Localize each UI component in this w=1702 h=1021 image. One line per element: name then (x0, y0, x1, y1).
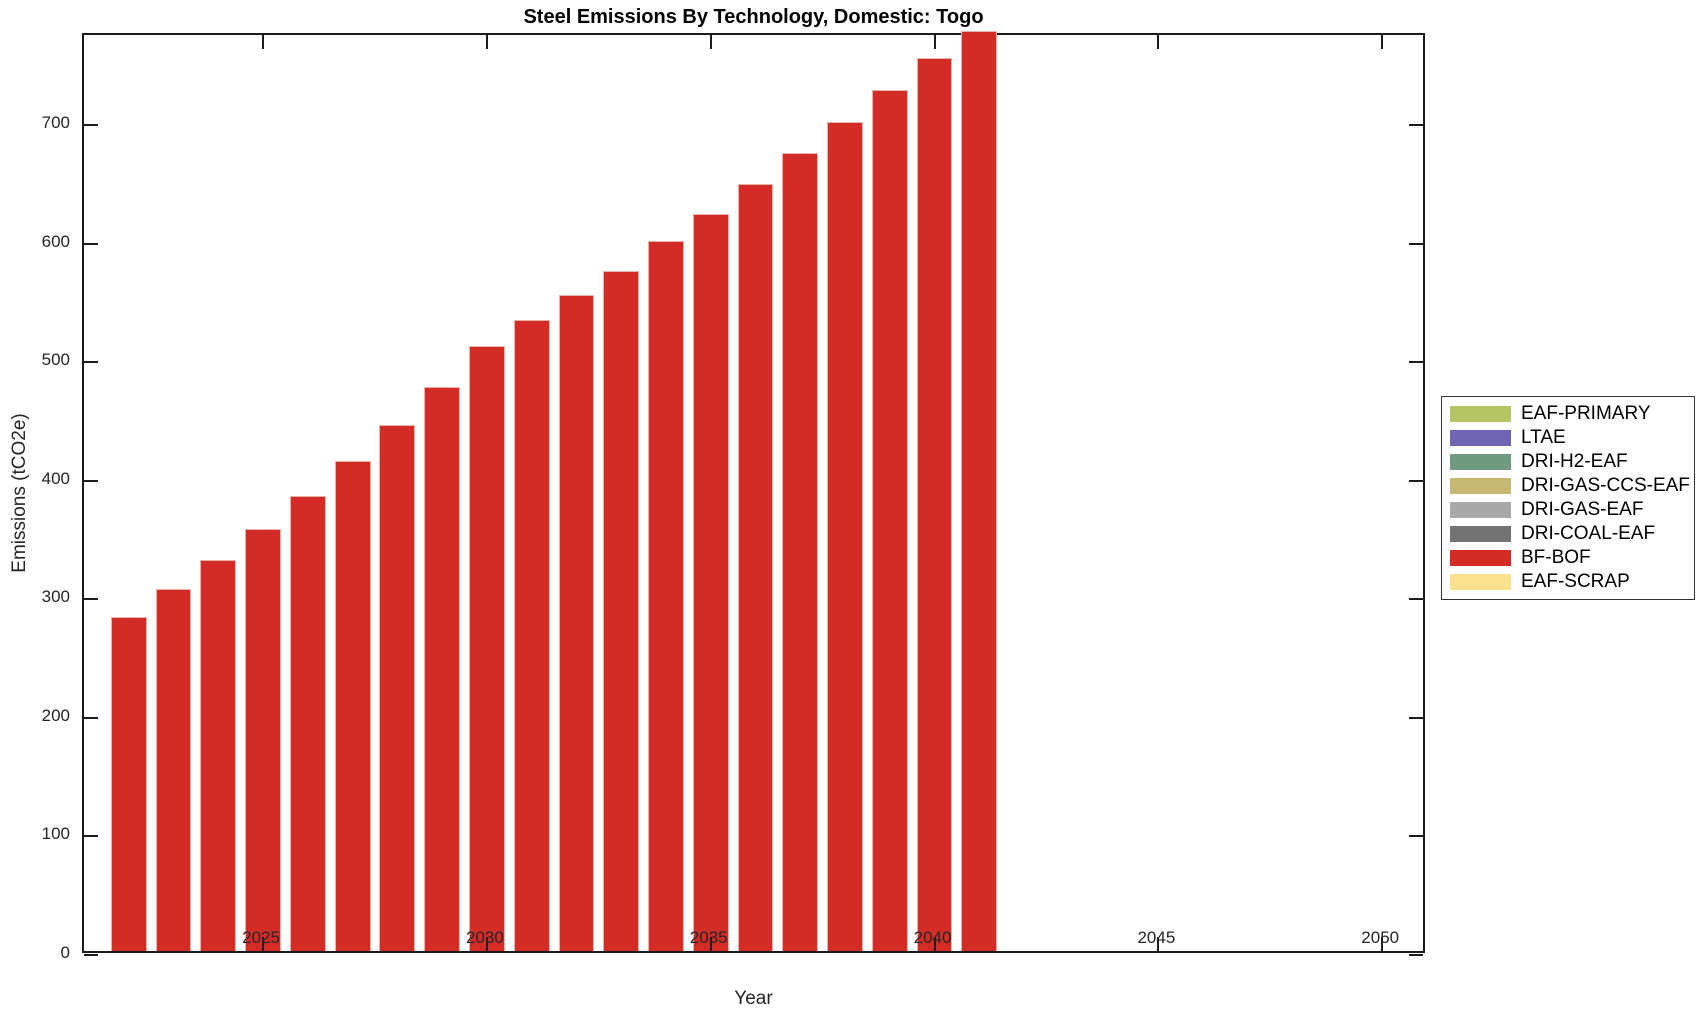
x-tick-top-2045 (1157, 35, 1160, 49)
x-tick-top-2025 (262, 35, 265, 49)
legend-label-dri-coal-eaf: DRI-COAL-EAF (1521, 523, 1656, 544)
y-tick-right-200 (1409, 716, 1423, 719)
bar-bf-bof-2025 (245, 528, 281, 951)
legend-entry-dri-gas-ccs-eaf: DRI-GAS-CCS-EAF (1442, 474, 1694, 498)
legend-label-ltae: LTAE (1521, 427, 1566, 448)
x-tick-2050 (1381, 937, 1384, 951)
bar-bf-bof-2024 (200, 559, 237, 951)
bar-bf-bof-2039 (871, 90, 908, 951)
x-tick-label-2030: 2030 (465, 928, 504, 947)
legend-label-bf-bof: BF-BOF (1521, 547, 1591, 568)
bar-bf-bof-2026 (289, 495, 326, 951)
y-tick-300 (84, 598, 98, 601)
legend-label-dri-h2-eaf: DRI-H2-EAF (1521, 451, 1628, 472)
y-tick-400 (84, 479, 98, 482)
bar-bf-bof-2027 (334, 461, 371, 951)
plot-area (82, 31, 1425, 956)
y-tick-label-400: 400 (41, 468, 70, 488)
bar-bf-bof-2030 (468, 346, 505, 951)
x-tick-label-2025: 2025 (242, 928, 280, 947)
legend-entry-eaf-scrap: EAF-SCRAP (1442, 570, 1694, 594)
x-tick-top-2035 (709, 35, 712, 49)
bar-bf-bof-2034 (648, 240, 684, 951)
chart-title: Steel Emissions By Technology, Domestic:… (523, 6, 984, 28)
y-tick-right-600 (1409, 242, 1423, 245)
legend-label-eaf-scrap: EAF-SCRAP (1521, 571, 1630, 592)
x-tick-2035 (709, 937, 712, 951)
legend: EAF-PRIMARY LTAE DRI-H2-EAF DRI-GAS-CCS-EAF… (1441, 396, 1695, 600)
legend-swatch-bf-bof (1450, 550, 1511, 566)
y-tick-right-300 (1409, 598, 1423, 601)
y-tick-100 (84, 835, 98, 838)
y-axis-label: Emissions (tCO2e) (9, 413, 30, 573)
legend-label-dri-gas-eaf: DRI-GAS-EAF (1521, 499, 1644, 520)
y-tick-0 (84, 954, 98, 956)
bar-bf-bof-2031 (513, 320, 550, 951)
legend-swatch-dri-gas-eaf (1450, 502, 1511, 518)
legend-swatch-dri-gas-ccs-eaf (1450, 478, 1511, 494)
y-tick-label-200: 200 (41, 705, 70, 725)
bar-bf-bof-2029 (424, 386, 461, 951)
x-tick-2040 (933, 937, 936, 951)
x-tick-label-2045: 2045 (1137, 928, 1176, 947)
x-tick-label-2040: 2040 (913, 928, 952, 947)
legend-swatch-dri-coal-eaf (1450, 526, 1511, 542)
x-tick-top-2040 (933, 35, 936, 49)
bar-bf-bof-2028 (379, 424, 416, 951)
legend-entry-dri-h2-eaf: DRI-H2-EAF (1442, 450, 1694, 474)
y-tick-200 (84, 716, 98, 719)
legend-swatch-dri-h2-eaf (1450, 454, 1511, 470)
y-tick-700 (84, 124, 98, 127)
y-tick-label-500: 500 (41, 350, 70, 370)
y-tick-right-700 (1409, 124, 1423, 127)
legend-entry-eaf-primary: EAF-PRIMARY (1442, 402, 1694, 426)
legend-swatch-ltae (1450, 430, 1511, 446)
bar-bf-bof-2033 (603, 270, 640, 951)
x-tick-2045 (1157, 937, 1160, 951)
x-axis-label: Year (734, 988, 773, 1009)
y-tick-label-700: 700 (41, 113, 70, 133)
bar-bf-bof-2032 (558, 295, 595, 951)
y-tick-500 (84, 361, 98, 364)
legend-entry-ltae: LTAE (1442, 426, 1694, 450)
legend-swatch-eaf-primary (1450, 406, 1511, 422)
bar-bf-bof-2035 (692, 213, 729, 951)
x-tick-label-2035: 2035 (689, 928, 728, 947)
y-tick-600 (84, 242, 98, 245)
legend-entry-dri-coal-eaf: DRI-COAL-EAF (1442, 522, 1694, 546)
legend-entry-dri-gas-eaf: DRI-GAS-EAF (1442, 498, 1694, 522)
y-tick-label-300: 300 (41, 587, 70, 607)
y-tick-right-400 (1409, 479, 1423, 482)
x-tick-top-2050 (1381, 35, 1384, 49)
legend-label-eaf-primary: EAF-PRIMARY (1521, 403, 1651, 424)
y-tick-right-100 (1409, 835, 1423, 838)
bar-bf-bof-2041 (961, 31, 998, 951)
bar-bf-bof-2023 (155, 589, 192, 951)
bar-bf-bof-2038 (827, 122, 863, 951)
legend-swatch-eaf-scrap (1450, 574, 1511, 590)
bar-bf-bof-2037 (782, 153, 819, 951)
legend-label-dri-gas-ccs-eaf: DRI-GAS-CCS-EAF (1521, 475, 1690, 496)
x-tick-2030 (485, 937, 488, 951)
x-tick-top-2030 (485, 35, 488, 49)
y-tick-right-500 (1409, 361, 1423, 364)
y-tick-right-0 (1409, 954, 1423, 956)
bar-bf-bof-2036 (737, 183, 774, 951)
y-tick-label-100: 100 (41, 824, 70, 844)
bar-bf-bof-2040 (916, 58, 953, 951)
x-tick-2025 (262, 937, 265, 951)
x-tick-label-2050: 2050 (1361, 928, 1400, 947)
y-tick-label-0: 0 (60, 943, 70, 962)
bar-bf-bof-2022 (110, 616, 147, 951)
y-tick-label-600: 600 (41, 231, 70, 251)
legend-entry-bf-bof: BF-BOF (1442, 546, 1694, 570)
